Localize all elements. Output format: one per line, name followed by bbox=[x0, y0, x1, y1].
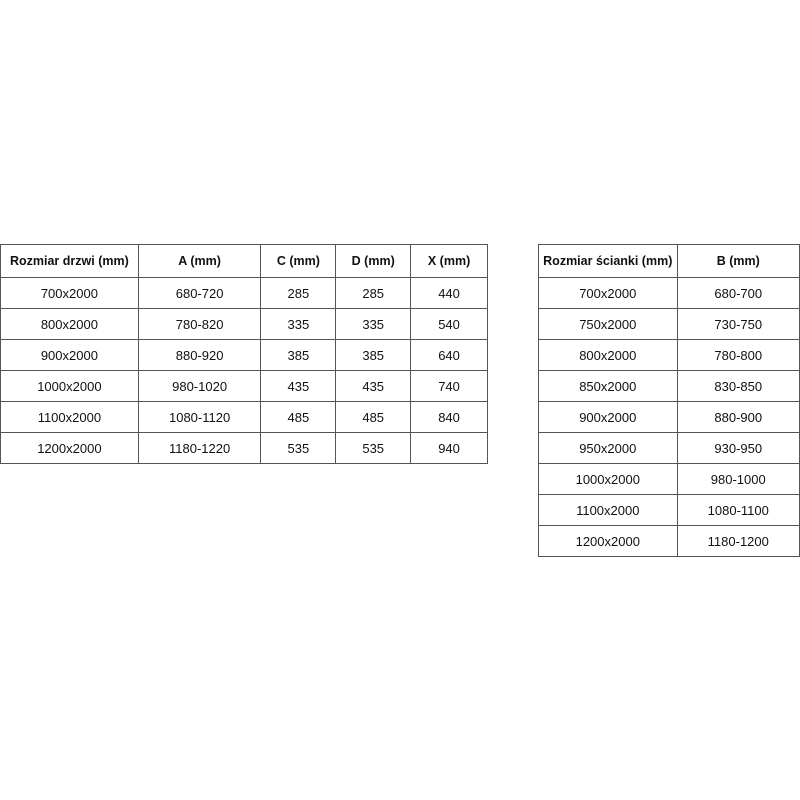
table-cell: 385 bbox=[335, 339, 412, 371]
table-cell: 1000x2000 bbox=[0, 370, 139, 402]
table-cell: 535 bbox=[260, 432, 337, 464]
column-header: B (mm) bbox=[676, 244, 800, 278]
table-cell: 335 bbox=[335, 308, 412, 340]
table-cell: 900x2000 bbox=[538, 401, 678, 433]
column-header: Rozmiar ścianki (mm) bbox=[538, 244, 678, 278]
table-cell: 385 bbox=[260, 339, 337, 371]
table-cell: 1180-1220 bbox=[137, 432, 262, 464]
table-header-row: Rozmiar drzwi (mm) A (mm) C (mm) D (mm) X (m… bbox=[0, 244, 488, 278]
table-cell: 730-750 bbox=[676, 308, 800, 340]
table-cell: 700x2000 bbox=[538, 277, 678, 309]
column-header: C (mm) bbox=[260, 244, 337, 278]
table-cell: 740 bbox=[410, 370, 488, 402]
table-cell: 980-1000 bbox=[676, 463, 800, 495]
table-row: 1100x2000 1080-1100 bbox=[538, 494, 800, 526]
table-cell: 435 bbox=[260, 370, 337, 402]
table-cell: 980-1020 bbox=[137, 370, 262, 402]
wall-size-table: Rozmiar ścianki (mm) B (mm) 700x2000 680-7… bbox=[538, 244, 800, 557]
column-header: D (mm) bbox=[335, 244, 412, 278]
table-cell: 940 bbox=[410, 432, 488, 464]
table-cell: 540 bbox=[410, 308, 488, 340]
table-cell: 535 bbox=[335, 432, 412, 464]
table-cell: 1180-1200 bbox=[676, 525, 800, 557]
table-cell: 800x2000 bbox=[538, 339, 678, 371]
table-cell: 830-850 bbox=[676, 370, 800, 402]
table-cell: 930-950 bbox=[676, 432, 800, 464]
table-cell: 1080-1120 bbox=[137, 401, 262, 433]
table-cell: 1100x2000 bbox=[538, 494, 678, 526]
table-cell: 850x2000 bbox=[538, 370, 678, 402]
table-cell: 840 bbox=[410, 401, 488, 433]
table-row: 1000x2000 980-1020 435 435 740 bbox=[0, 370, 488, 402]
table-cell: 1080-1100 bbox=[676, 494, 800, 526]
table-cell: 485 bbox=[260, 401, 337, 433]
table-row: 900x2000 880-920 385 385 640 bbox=[0, 339, 488, 371]
door-size-table: Rozmiar drzwi (mm) A (mm) C (mm) D (mm) X (m… bbox=[0, 244, 488, 464]
table-cell: 680-700 bbox=[676, 277, 800, 309]
table-cell: 1200x2000 bbox=[0, 432, 139, 464]
table-header-row: Rozmiar ścianki (mm) B (mm) bbox=[538, 244, 800, 278]
table-cell: 285 bbox=[335, 277, 412, 309]
table-cell: 750x2000 bbox=[538, 308, 678, 340]
table-cell: 780-820 bbox=[137, 308, 262, 340]
table-cell: 435 bbox=[335, 370, 412, 402]
table-row: 800x2000 780-800 bbox=[538, 339, 800, 371]
table-cell: 880-900 bbox=[676, 401, 800, 433]
table-row: 700x2000 680-720 285 285 440 bbox=[0, 277, 488, 309]
table-row: 950x2000 930-950 bbox=[538, 432, 800, 464]
table-cell: 900x2000 bbox=[0, 339, 139, 371]
table-cell: 285 bbox=[260, 277, 337, 309]
table-row: 700x2000 680-700 bbox=[538, 277, 800, 309]
table-cell: 950x2000 bbox=[538, 432, 678, 464]
table-row: 900x2000 880-900 bbox=[538, 401, 800, 433]
column-header: Rozmiar drzwi (mm) bbox=[0, 244, 139, 278]
table-row: 850x2000 830-850 bbox=[538, 370, 800, 402]
table-row: 1000x2000 980-1000 bbox=[538, 463, 800, 495]
table-cell: 485 bbox=[335, 401, 412, 433]
table-row: 1200x2000 1180-1200 bbox=[538, 525, 800, 557]
table-cell: 440 bbox=[410, 277, 488, 309]
table-cell: 880-920 bbox=[137, 339, 262, 371]
table-row: 1100x2000 1080-1120 485 485 840 bbox=[0, 401, 488, 433]
table-row: 800x2000 780-820 335 335 540 bbox=[0, 308, 488, 340]
table-cell: 680-720 bbox=[137, 277, 262, 309]
table-row: 1200x2000 1180-1220 535 535 940 bbox=[0, 432, 488, 464]
table-cell: 800x2000 bbox=[0, 308, 139, 340]
table-cell: 1200x2000 bbox=[538, 525, 678, 557]
column-header: X (mm) bbox=[410, 244, 488, 278]
table-row: 750x2000 730-750 bbox=[538, 308, 800, 340]
table-cell: 335 bbox=[260, 308, 337, 340]
table-cell: 640 bbox=[410, 339, 488, 371]
table-cell: 780-800 bbox=[676, 339, 800, 371]
table-cell: 1100x2000 bbox=[0, 401, 139, 433]
column-header: A (mm) bbox=[137, 244, 262, 278]
table-cell: 1000x2000 bbox=[538, 463, 678, 495]
table-cell: 700x2000 bbox=[0, 277, 139, 309]
